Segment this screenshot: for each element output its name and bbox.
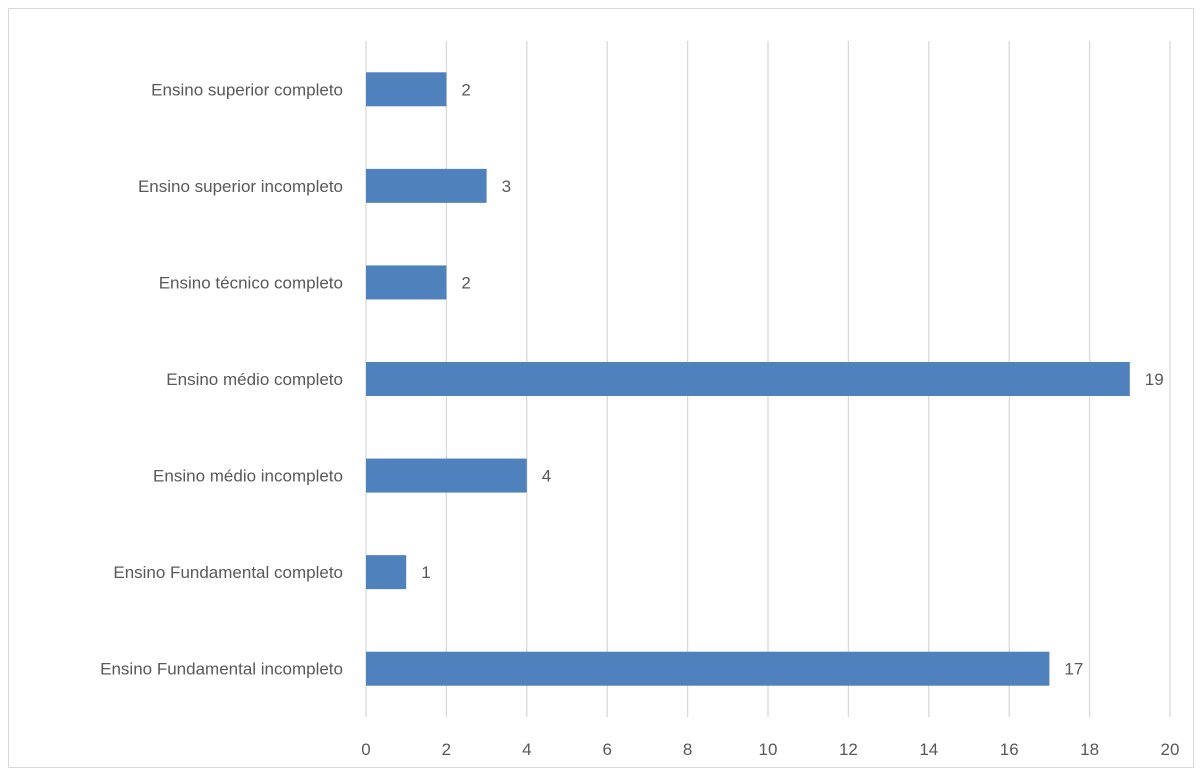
x-tick-labels: 0 2 4 6 8 10 12 14 16 18 20 <box>361 740 1179 759</box>
data-label: 1 <box>421 563 430 582</box>
data-label: 4 <box>542 467 551 486</box>
x-tick-label: 4 <box>522 740 531 759</box>
bar <box>366 168 487 203</box>
x-tick-label: 2 <box>442 740 451 759</box>
bar <box>366 72 447 107</box>
x-tick-label: 16 <box>1000 740 1019 759</box>
x-tick-label: 0 <box>361 740 370 759</box>
bar <box>366 458 527 493</box>
category-label: Ensino Fundamental incompleto <box>100 660 343 679</box>
x-tick-label: 8 <box>683 740 692 759</box>
data-label: 3 <box>502 177 511 196</box>
bar <box>366 651 1050 686</box>
category-label: Ensino técnico completo <box>159 273 343 292</box>
x-tick-label: 18 <box>1080 740 1099 759</box>
bars <box>366 72 1130 686</box>
category-label: Ensino médio incompleto <box>153 467 343 486</box>
category-label: Ensino superior completo <box>151 80 343 99</box>
chart-frame: 17 1 4 19 2 3 2 Ensino Fundamental incompleto E… <box>8 8 1194 768</box>
data-labels: 17 1 4 19 2 3 2 <box>421 80 1164 678</box>
x-tick-label: 6 <box>602 740 611 759</box>
x-tick-label: 20 <box>1161 740 1180 759</box>
category-label: Ensino superior incompleto <box>138 177 343 196</box>
data-label: 19 <box>1145 370 1164 389</box>
category-label: Ensino Fundamental completo <box>113 563 343 582</box>
data-label: 2 <box>461 80 470 99</box>
category-labels: Ensino Fundamental incompleto Ensino Fund… <box>100 80 343 678</box>
x-tick-label: 14 <box>919 740 938 759</box>
bar <box>366 362 1130 396</box>
data-label: 2 <box>461 273 470 292</box>
x-tick-label: 10 <box>759 740 778 759</box>
x-tick-label: 12 <box>839 740 858 759</box>
data-label: 17 <box>1064 660 1083 679</box>
category-label: Ensino médio completo <box>166 370 343 389</box>
bar <box>366 265 447 300</box>
bar <box>366 555 407 590</box>
